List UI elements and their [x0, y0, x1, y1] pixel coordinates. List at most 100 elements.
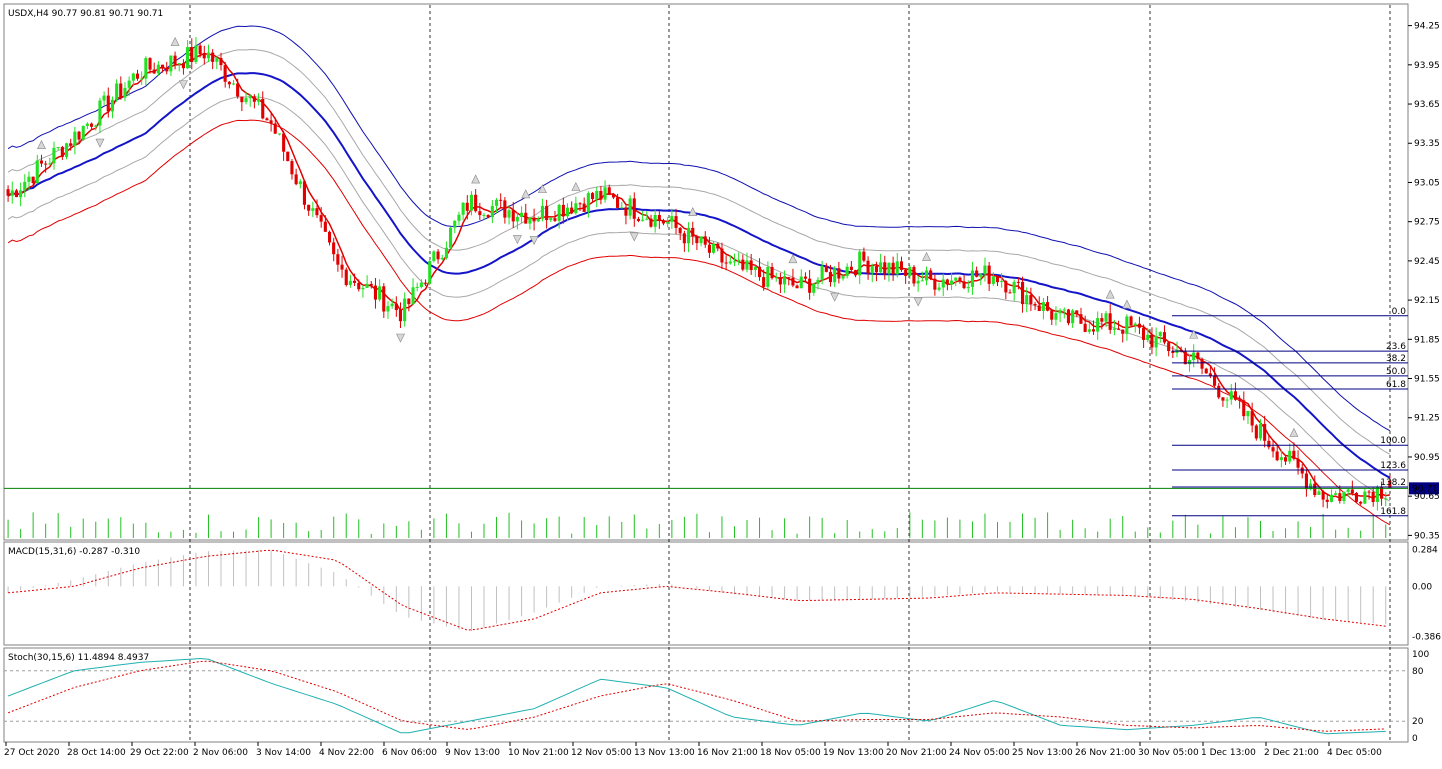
candle-body — [791, 277, 795, 286]
time-tick-label: 26 Nov 21:00 — [1075, 748, 1136, 758]
candle-body — [1054, 313, 1058, 320]
candle-body — [916, 280, 920, 284]
candle-body — [290, 161, 294, 175]
candle-body — [177, 63, 181, 65]
candle-body — [1137, 323, 1141, 328]
candle-body — [252, 96, 256, 102]
candle-body — [574, 203, 578, 214]
fractal-up-arrow — [1105, 289, 1115, 299]
candle-body — [578, 203, 582, 205]
candle-body — [624, 207, 628, 216]
time-tick-label: 2 Nov 06:00 — [193, 748, 248, 758]
candle-body — [361, 287, 365, 290]
candle-body — [1154, 335, 1158, 348]
fractal-up-arrow — [571, 181, 581, 191]
candle-body — [645, 218, 649, 220]
candle-body — [202, 54, 206, 59]
candle-body — [816, 279, 820, 284]
time-tick-label: 25 Nov 13:00 — [1012, 748, 1073, 758]
time-tick-label: 18 Nov 05:00 — [760, 748, 821, 758]
candle-body — [908, 266, 912, 276]
candle-body — [148, 58, 152, 70]
candle-body — [436, 251, 440, 260]
candle-body — [1125, 316, 1129, 334]
candle-body — [966, 287, 970, 289]
candle-body — [950, 280, 954, 285]
current-price-badge — [1409, 482, 1439, 495]
candle-body — [1258, 423, 1262, 439]
candle-body — [1317, 491, 1321, 495]
candle-body — [1246, 411, 1250, 417]
candle-body — [1384, 498, 1388, 500]
candle-body — [127, 80, 131, 88]
candle-body — [945, 279, 949, 285]
candle-body — [23, 181, 27, 191]
candle-body — [1079, 314, 1083, 324]
time-tick-label: 13 Nov 13:00 — [634, 748, 695, 758]
candle-body — [340, 264, 344, 270]
candle-body — [503, 200, 507, 218]
candle-body — [995, 276, 999, 283]
candle-body — [1367, 491, 1371, 493]
candle-body — [1325, 499, 1329, 502]
fractal-down-arrow — [178, 80, 188, 90]
candle-body — [1100, 318, 1104, 322]
candle-body — [1096, 318, 1100, 332]
candle-body — [248, 96, 252, 99]
candle-body — [44, 163, 48, 165]
candle-body — [883, 262, 887, 274]
candle-body — [73, 131, 77, 146]
price-tick-label: 91.85 — [1414, 335, 1440, 345]
candle-body — [545, 205, 549, 220]
stoch-pane-title: Stoch(30,15,6) 11.4894 8.4937 — [8, 653, 149, 663]
band-middle — [7, 72, 1391, 479]
price-pane-frame — [3, 3, 1409, 541]
candle-body — [474, 194, 478, 212]
candle-body — [48, 163, 52, 165]
candle-body — [1188, 360, 1192, 365]
candle-body — [490, 205, 494, 218]
candle-body — [357, 282, 361, 290]
candle-body — [824, 265, 828, 272]
fractal-up-arrow — [471, 174, 481, 184]
candle-body — [77, 131, 81, 140]
time-tick-label: 19 Nov 13:00 — [823, 748, 884, 758]
candle-body — [382, 286, 386, 312]
fractal-up-arrow — [1122, 299, 1132, 309]
candle-body — [440, 257, 444, 260]
candle-body — [298, 181, 302, 185]
macd-pane-frame — [3, 541, 1409, 646]
candle-body — [1304, 473, 1308, 490]
band-upper-outer — [7, 25, 1391, 432]
candle-body — [1008, 292, 1012, 294]
candle-body — [920, 280, 924, 282]
candle-body — [444, 247, 448, 258]
candle-body — [666, 221, 670, 224]
candle-body — [482, 214, 486, 216]
candle-body — [1183, 351, 1187, 365]
candle-body — [1041, 302, 1045, 311]
candle-body — [837, 268, 841, 279]
candle-body — [403, 298, 407, 322]
fractal-up-arrow — [36, 140, 46, 150]
candle-body — [90, 123, 94, 127]
candle-body — [131, 73, 135, 81]
candle-body — [94, 125, 98, 127]
candle-body — [695, 236, 699, 244]
time-tick-label: 2 Dec 21:00 — [1264, 748, 1319, 758]
candle-body — [670, 216, 674, 222]
candle-body — [257, 99, 261, 102]
candle-body — [845, 266, 849, 277]
candle-body — [14, 190, 18, 198]
candle-body — [866, 260, 870, 274]
candle-body — [282, 133, 286, 152]
stoch-tick-label: 20 — [1412, 717, 1424, 727]
current-price-label: 90.71 — [1412, 484, 1438, 494]
candle-body — [1380, 487, 1384, 499]
stochastic-indicator: 100 80 20 0 — [4, 650, 1429, 744]
price-tick-label: 92.45 — [1414, 257, 1440, 267]
candle-body — [102, 95, 106, 101]
candle-body — [632, 198, 636, 219]
candle-body — [858, 251, 862, 276]
candle-body — [386, 306, 390, 312]
